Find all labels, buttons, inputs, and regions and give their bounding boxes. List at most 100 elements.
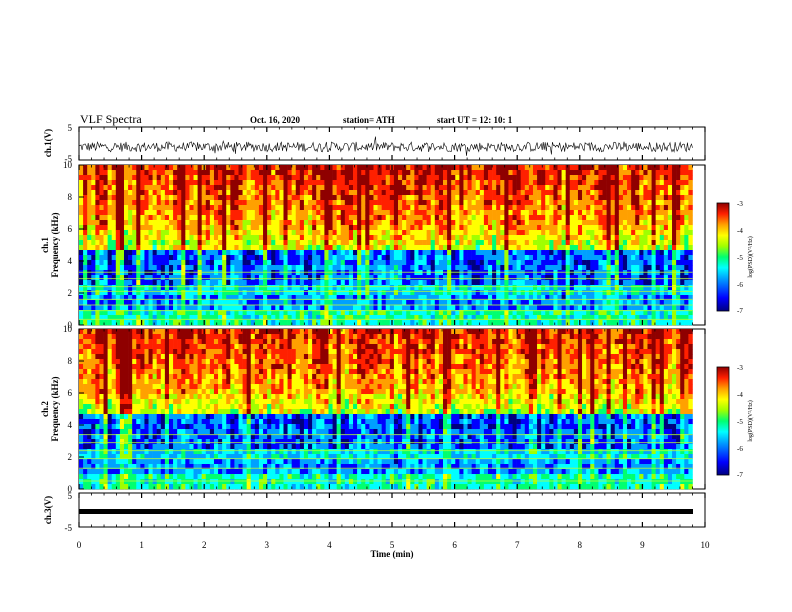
spectrogram-cell xyxy=(111,285,117,291)
spectrogram-cell xyxy=(606,245,611,251)
spectrogram-cell xyxy=(185,275,190,281)
spectrogram-cell xyxy=(496,265,501,271)
spectrogram-cell xyxy=(622,260,628,266)
spectrogram-cell xyxy=(471,175,477,181)
spectrogram-cell xyxy=(402,310,407,316)
spectrogram-cell xyxy=(160,210,166,216)
spectrogram-cell xyxy=(549,305,554,311)
spectrogram-cell xyxy=(279,170,284,176)
spectrogram-cell xyxy=(99,290,104,296)
spectrogram-cell xyxy=(209,305,215,311)
spectrogram-cell xyxy=(185,200,190,206)
spectrogram-cell xyxy=(156,280,162,286)
spectrogram-cell xyxy=(618,300,624,306)
spectrogram-cell xyxy=(590,225,595,231)
spectrogram-cell xyxy=(95,280,100,286)
spectrogram-cell xyxy=(577,205,583,211)
spectrogram-cell xyxy=(279,265,284,271)
spectrogram-cell xyxy=(389,245,395,251)
spectrogram-cell xyxy=(582,220,587,226)
spectrogram-cell xyxy=(164,265,170,271)
spectrogram-cell xyxy=(651,245,656,251)
spectrogram-cell xyxy=(291,245,297,251)
spectrogram-cell xyxy=(91,374,96,380)
spectrogram-cell xyxy=(508,250,513,256)
spectrogram-cell xyxy=(451,175,456,181)
spectrogram-cell xyxy=(410,295,415,301)
spectrogram-cell xyxy=(467,240,472,246)
spectrogram-cell xyxy=(475,170,481,176)
spectrogram-cell xyxy=(524,275,530,281)
spectrogram-cell xyxy=(132,190,137,196)
spectrogram-cell xyxy=(496,185,501,191)
spectrogram-cell xyxy=(651,165,656,171)
spectrogram-cell xyxy=(541,215,546,221)
spectrogram-cell xyxy=(414,220,419,226)
spectrogram-cell xyxy=(590,215,595,221)
spectrogram-cell xyxy=(516,225,522,231)
spectrogram-cell xyxy=(189,230,194,236)
spectrogram-cell xyxy=(340,170,346,176)
spectrogram-cell xyxy=(549,265,554,271)
spectrogram-cell xyxy=(569,245,575,251)
spectrogram-cell xyxy=(95,434,100,440)
spectrogram-cell xyxy=(189,165,194,171)
spectrogram-cell xyxy=(79,180,84,186)
spectrogram-cell xyxy=(258,185,264,191)
spectrogram-cell xyxy=(254,240,260,246)
spectrogram-cell xyxy=(181,170,186,176)
spectrogram-cell xyxy=(676,255,681,261)
spectrogram-cell xyxy=(340,205,346,211)
spectrogram-cell xyxy=(299,300,305,306)
spectrogram-cell xyxy=(426,165,432,171)
spectrogram-cell xyxy=(189,180,194,186)
spectrogram-cell xyxy=(504,310,509,316)
spectrogram-cell xyxy=(173,200,178,206)
freq-tick-label: 4 xyxy=(68,256,73,266)
spectrogram-cell xyxy=(410,260,415,266)
spectrogram-cell xyxy=(471,180,477,186)
spectrogram-cell xyxy=(598,290,603,296)
spectrogram-cell xyxy=(250,305,256,311)
spectrogram-cell xyxy=(193,225,198,231)
spectrogram-cell xyxy=(168,260,174,266)
spectrogram-cell xyxy=(410,220,415,226)
spectrogram-cell xyxy=(500,240,505,246)
spectrogram-cell xyxy=(95,285,100,291)
spectrogram-cell xyxy=(389,250,395,256)
spectrogram-cell xyxy=(430,220,436,226)
spectrogram-cell xyxy=(91,190,96,196)
spectrogram-cell xyxy=(541,250,546,256)
spectrogram-cell xyxy=(508,300,513,306)
spectrogram-cell xyxy=(688,245,693,251)
spectrogram-cell xyxy=(455,250,460,256)
spectrogram-cell xyxy=(676,320,681,326)
spectrogram-cell xyxy=(438,190,444,196)
spectrogram-cell xyxy=(541,190,546,196)
spectrogram-cell xyxy=(373,290,378,296)
spectrogram-cell xyxy=(373,165,378,171)
spectrogram-cell xyxy=(631,300,636,306)
spectrogram-cell xyxy=(643,275,648,281)
spectrogram-cell xyxy=(512,240,517,246)
spectrogram-cell xyxy=(565,165,571,171)
spectrogram-cell xyxy=(582,260,587,266)
spectrogram-cell xyxy=(123,215,129,221)
spectrogram-cell xyxy=(193,240,198,246)
spectrogram-cell xyxy=(222,225,227,231)
spectrogram-cell xyxy=(185,165,190,171)
spectrogram-cell xyxy=(136,170,141,176)
spectrogram-cell xyxy=(647,180,652,186)
spectrogram-cell xyxy=(258,280,264,286)
spectrogram-cell xyxy=(365,275,370,281)
spectrogram-cell xyxy=(455,175,460,181)
spectrogram-cell xyxy=(218,305,223,311)
spectrogram-cell xyxy=(410,170,415,176)
spectrogram-cell xyxy=(385,200,391,206)
spectrogram-cell xyxy=(500,235,505,241)
spectrogram-cell xyxy=(475,310,481,316)
spectrogram-cell xyxy=(541,185,546,191)
spectrogram-cell xyxy=(95,384,100,390)
spectrogram-cell xyxy=(537,305,542,311)
spectrogram-cell xyxy=(537,255,542,261)
